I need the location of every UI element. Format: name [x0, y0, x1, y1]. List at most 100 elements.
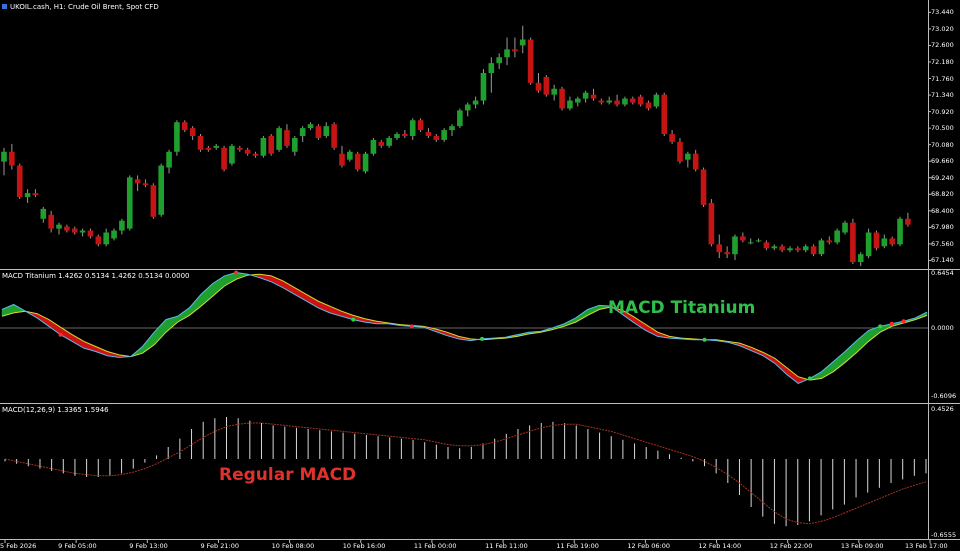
titanium-cross-dot	[58, 332, 63, 337]
time-tick-label: 9 Feb 05:00	[58, 542, 97, 550]
time-tick-label: 9 Feb 13:00	[129, 542, 168, 550]
candle-body	[323, 126, 330, 137]
candle-body	[614, 100, 620, 105]
candle-body	[897, 218, 903, 245]
titanium-axis-top: 0.6454	[931, 269, 954, 277]
price-tick-label: 68.400	[931, 206, 954, 215]
price-tick-label: 70.500	[931, 124, 954, 133]
titanium-fill-segment	[212, 275, 225, 297]
candle-body	[543, 76, 550, 95]
candle-body	[606, 100, 613, 103]
candle-body	[559, 88, 565, 109]
titanium-cross-dot	[901, 319, 906, 324]
candle-body	[260, 137, 267, 156]
titanium-fill-segment	[36, 313, 50, 327]
price-tick-label: 73.020	[931, 24, 954, 33]
candle-body	[197, 136, 204, 150]
titanium-fill-segment	[271, 275, 284, 289]
time-tick-label: 10 Feb 08:00	[271, 542, 315, 550]
candle-body	[433, 136, 440, 140]
titanium-fill-segment	[856, 329, 869, 353]
candle-body	[669, 134, 675, 142]
candle-body	[716, 244, 723, 253]
candle-body	[103, 232, 109, 245]
candle-body	[347, 151, 353, 160]
macd-axis-bottom: -0.6555	[931, 531, 957, 539]
price-tick-label: 71.340	[931, 91, 954, 100]
titanium-fill-segment	[317, 300, 331, 314]
titanium-cross-dot	[234, 270, 239, 275]
price-tick-label: 70.080	[931, 140, 954, 149]
time-tick-label: 9 Feb 21:00	[200, 542, 239, 550]
candle-body	[425, 132, 432, 137]
candle-body	[24, 193, 31, 198]
candle-body	[865, 232, 872, 257]
candle-body	[299, 128, 306, 137]
candle-body	[630, 98, 636, 103]
candle-body	[732, 236, 738, 255]
price-tick-label: 72.600	[931, 41, 954, 50]
candle-body	[268, 136, 275, 154]
candle-body	[464, 104, 471, 111]
titanium-slow-line	[1, 273, 928, 381]
candle-body	[873, 232, 880, 249]
candle-body	[708, 202, 715, 245]
candle-body	[457, 110, 463, 127]
candle-body	[16, 165, 23, 198]
time-tick-label: 13 Feb 09:00	[840, 542, 884, 550]
candle-body	[850, 222, 856, 263]
candle-body	[339, 153, 345, 166]
candle-body	[252, 153, 259, 156]
time-tick-label: 11 Feb 11:00	[485, 542, 528, 550]
candle-body	[763, 242, 770, 249]
price-tick-label: 67.140	[931, 256, 954, 265]
window-menu-icon[interactable]	[2, 4, 7, 9]
candle-body	[441, 130, 447, 140]
candle-body	[653, 94, 660, 107]
candle-body	[905, 218, 911, 225]
macd-titanium-annotation: MACD Titanium	[608, 298, 756, 318]
price-tick-label: 69.240	[931, 173, 954, 182]
macd-axis-top: 0.4526	[931, 405, 954, 413]
candle-body	[519, 39, 526, 46]
price-tick-label: 68.820	[931, 190, 954, 199]
candle-body	[857, 254, 864, 263]
time-tick-label: 12 Feb 14:00	[698, 542, 742, 550]
candle-body	[700, 169, 707, 205]
price-tick-label: 71.760	[931, 74, 954, 83]
candle-body	[637, 96, 644, 105]
candle-body	[205, 147, 212, 150]
titanium-cross-dot	[608, 304, 613, 309]
candle-body	[496, 57, 502, 64]
candle-body	[724, 252, 730, 255]
candle-body	[551, 88, 557, 95]
main-chart-header: UKOIL.cash, H1: Crude Oil Brent, Spot CF…	[10, 3, 159, 11]
candle-body	[409, 120, 416, 137]
candle-body	[480, 72, 487, 101]
titanium-cross-dot	[878, 324, 883, 329]
titanium-fill-segment	[142, 331, 155, 354]
candle-body	[40, 208, 47, 219]
macd-signal-line	[4, 422, 927, 525]
candle-body	[787, 248, 793, 251]
candle-body	[417, 120, 424, 131]
candle-body	[535, 82, 542, 91]
time-tick-label: 10 Feb 16:00	[342, 542, 386, 550]
candle-body	[32, 193, 39, 196]
candle-body	[795, 248, 801, 251]
titanium-fill-segment	[306, 293, 319, 309]
time-tick-label: 12 Feb 06:00	[627, 542, 671, 550]
candle-body	[221, 147, 227, 170]
candle-body	[56, 224, 62, 229]
candle-body	[95, 236, 102, 245]
macd-titanium-header: MACD Titanium 1.4262 0.5134 1.4262 0.513…	[2, 272, 190, 280]
candle-body	[394, 134, 400, 138]
candle-body	[574, 98, 581, 103]
candle-body	[779, 246, 785, 251]
candle-body	[504, 49, 510, 58]
titanium-fill-segment	[72, 334, 85, 349]
candle-body	[362, 153, 369, 172]
time-tick-label: 12 Feb 22:00	[769, 542, 813, 550]
titanium-cross-dot	[409, 324, 414, 329]
